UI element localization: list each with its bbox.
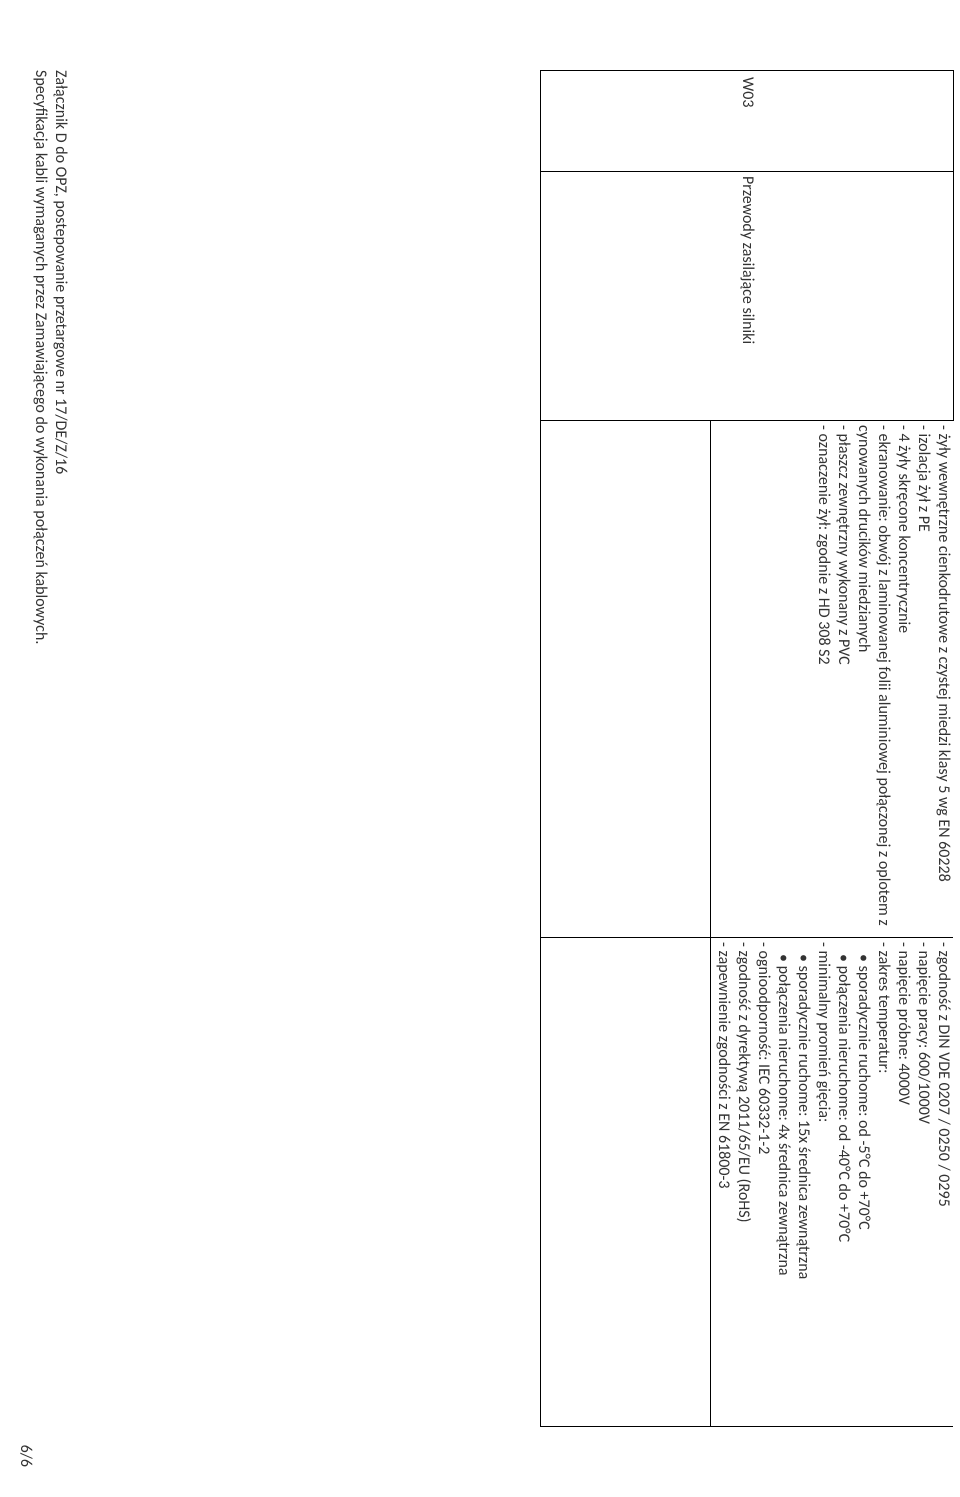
mid-line: cynowanych drucików miedzianych bbox=[854, 425, 874, 933]
cell-blank-mid bbox=[541, 421, 711, 938]
footer-line-2: Specyfikacja kabli wymaganych przez Zama… bbox=[30, 70, 50, 644]
right-line: • połączenia nieruchome: od -40°C do +70… bbox=[834, 942, 854, 1422]
right-line: - zakres temperatur: bbox=[874, 942, 894, 1422]
right-line: - ognioodporność: IEC 60332-1-2 bbox=[754, 942, 774, 1422]
cell-blank-right bbox=[541, 938, 711, 1427]
right-line: - zgodność z DIN VDE 0207 / 0250 / 0295 bbox=[934, 942, 954, 1422]
right-line: • połączenia nieruchome: 4x średnica zew… bbox=[774, 942, 794, 1422]
mid-line: - 4 żyły skręcone koncentrycznie bbox=[894, 425, 914, 933]
name-text: Przewody zasilające silniki bbox=[738, 176, 757, 344]
right-line: - minimalny promień gięcia: bbox=[814, 942, 834, 1422]
rotated-content: W03 Przewody zasilające silniki - żyły w… bbox=[0, 0, 960, 1497]
page: W03 Przewody zasilające silniki - żyły w… bbox=[0, 0, 960, 1497]
mid-line: - żyły wewnętrzne cienkodrutowe z czyste… bbox=[934, 425, 954, 933]
right-line: • sporadycznie ruchome: od -5°C do +70°C bbox=[854, 942, 874, 1422]
mid-line: - izolacja żył z PE bbox=[914, 425, 934, 933]
cell-params: - zgodność z DIN VDE 0207 / 0250 / 0295 … bbox=[711, 938, 954, 1427]
right-line: - zapewnienie zgodności z EN 61800-3 bbox=[714, 942, 734, 1422]
table-row: W03 Przewody zasilające silniki - żyły w… bbox=[711, 71, 954, 1427]
mid-line: - płaszcz zewnętrzny wykonany z PVC bbox=[834, 425, 854, 933]
spec-table: W03 Przewody zasilające silniki - żyły w… bbox=[541, 70, 955, 1427]
right-line: • sporadycznie ruchome: 15x średnica zew… bbox=[794, 942, 814, 1422]
mid-line: - ekranowanie: obwój z laminowanej folii… bbox=[874, 425, 894, 933]
right-line: - napięcie próbne: 4000V bbox=[894, 942, 914, 1422]
right-line: - napięcie pracy: 600/1000V bbox=[914, 942, 934, 1422]
code-text: W03 bbox=[738, 77, 757, 107]
footer: Załącznik D do OPZ, postepowanie przetar… bbox=[30, 70, 70, 644]
footer-line-1: Załącznik D do OPZ, postepowanie przetar… bbox=[50, 70, 70, 644]
mid-line: - oznaczenie żył: zgodnie z HD 308 S2 bbox=[814, 425, 834, 933]
cell-construction: - żyły wewnętrzne cienkodrutowe z czyste… bbox=[711, 421, 954, 938]
cell-code: W03 bbox=[541, 71, 954, 172]
right-line: - zgodność z dyrektywą 2011/65/EU (RoHS) bbox=[734, 942, 754, 1422]
cell-name: Przewody zasilające silniki bbox=[541, 172, 954, 421]
page-number: 6/6 bbox=[16, 1445, 35, 1467]
